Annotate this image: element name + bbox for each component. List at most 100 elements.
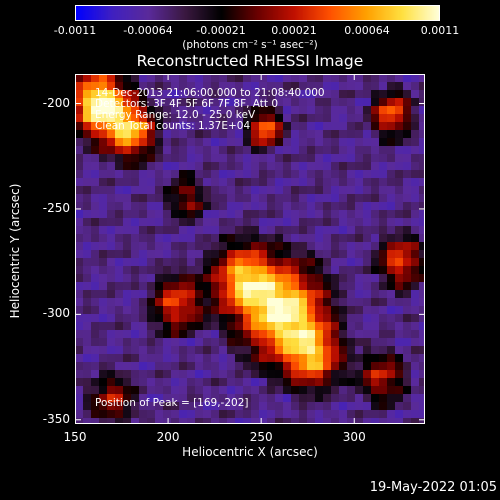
heatmap-cell <box>315 298 323 306</box>
heatmap-cell <box>283 306 291 314</box>
heatmap-cell <box>371 402 379 410</box>
heatmap-cell <box>315 130 323 138</box>
heatmap-cell <box>99 346 107 354</box>
heatmap-cell <box>395 346 403 354</box>
heatmap-cell <box>91 362 99 370</box>
heatmap-cell <box>243 258 251 266</box>
heatmap-cell <box>323 90 331 98</box>
heatmap-cell <box>235 178 243 186</box>
heatmap-cell <box>163 322 171 330</box>
heatmap-cell <box>155 146 163 154</box>
heatmap-cell <box>347 202 355 210</box>
heatmap-cell <box>187 258 195 266</box>
heatmap-cell <box>307 402 315 410</box>
heatmap-cell <box>243 378 251 386</box>
heatmap-cell <box>339 322 347 330</box>
heatmap-cell <box>251 250 259 258</box>
heatmap-cell <box>211 314 219 322</box>
heatmap-cell <box>131 234 139 242</box>
heatmap-cell <box>107 202 115 210</box>
annotation-peak-position: Position of Peak = [169,-202] <box>95 397 249 409</box>
heatmap-cell <box>299 290 307 298</box>
heatmap-cell <box>395 234 403 242</box>
heatmap-cell <box>243 314 251 322</box>
heatmap-cell <box>235 146 243 154</box>
heatmap-cell <box>395 386 403 394</box>
heatmap-cell <box>411 130 419 138</box>
heatmap-cell <box>395 362 403 370</box>
heatmap-cell <box>379 362 387 370</box>
heatmap-cell <box>347 338 355 346</box>
heatmap-cell <box>235 106 243 114</box>
axis-tick-marks <box>75 74 425 424</box>
heatmap-cell <box>259 274 267 282</box>
heatmap-cell <box>147 154 155 162</box>
heatmap-cell <box>155 298 163 306</box>
heatmap-cell <box>291 346 299 354</box>
heatmap-cell <box>411 258 419 266</box>
heatmap-cell <box>299 130 307 138</box>
heatmap-cell <box>211 362 219 370</box>
heatmap-cell <box>147 362 155 370</box>
heatmap-cell <box>307 306 315 314</box>
heatmap-cell <box>363 202 371 210</box>
heatmap-cell <box>131 266 139 274</box>
heatmap-cell <box>331 154 339 162</box>
heatmap-cell <box>267 210 275 218</box>
heatmap-cell <box>259 234 267 242</box>
heatmap-cell <box>91 290 99 298</box>
heatmap-cell <box>155 194 163 202</box>
heatmap-cell <box>371 418 379 424</box>
heatmap-cell <box>251 194 259 202</box>
heatmap-cell <box>171 338 179 346</box>
heatmap-cell <box>379 202 387 210</box>
heatmap-cell <box>387 362 395 370</box>
heatmap-cell <box>107 306 115 314</box>
heatmap-cell <box>323 362 331 370</box>
heatmap-cell <box>299 386 307 394</box>
heatmap-cell <box>131 370 139 378</box>
heatmap-cell <box>203 114 211 122</box>
heatmap-cell <box>219 282 227 290</box>
heatmap-cell <box>227 362 235 370</box>
heatmap-cell <box>83 210 91 218</box>
heatmap-cell <box>363 226 371 234</box>
heatmap-cell <box>323 250 331 258</box>
heatmap-cell <box>275 322 283 330</box>
heatmap-cell <box>283 114 291 122</box>
heatmap-cell <box>155 250 163 258</box>
heatmap-cell <box>299 274 307 282</box>
colorbar-tick-label: -0.00064 <box>123 24 173 37</box>
heatmap-cell <box>283 74 291 82</box>
heatmap-cell <box>91 386 99 394</box>
heatmap-cell <box>243 282 251 290</box>
heatmap-cell <box>139 274 147 282</box>
heatmap-cell <box>171 250 179 258</box>
heatmap-cell <box>123 82 131 90</box>
heatmap-cell <box>123 218 131 226</box>
heatmap-cell <box>387 274 395 282</box>
heatmap-cell <box>363 250 371 258</box>
heatmap-cell <box>363 234 371 242</box>
heatmap-cell <box>371 234 379 242</box>
heatmap-cell <box>155 226 163 234</box>
heatmap-cell <box>147 242 155 250</box>
heatmap-cell <box>75 98 83 106</box>
heatmap-cell <box>147 266 155 274</box>
heatmap-cell <box>307 162 315 170</box>
heatmap-cell <box>179 202 187 210</box>
heatmap-cell <box>163 418 171 424</box>
heatmap-cell <box>275 402 283 410</box>
heatmap-cell <box>403 186 411 194</box>
heatmap-cell <box>235 114 243 122</box>
heatmap-cell <box>419 250 425 258</box>
heatmap-cell <box>227 418 235 424</box>
heatmap-cell <box>187 162 195 170</box>
heatmap-cell <box>163 138 171 146</box>
colorbar-tick-label: -0.00021 <box>196 24 246 37</box>
heatmap-cell <box>259 106 267 114</box>
heatmap-cell <box>403 402 411 410</box>
heatmap-cell <box>363 354 371 362</box>
heatmap-cell <box>419 138 425 146</box>
heatmap-cell <box>83 290 91 298</box>
